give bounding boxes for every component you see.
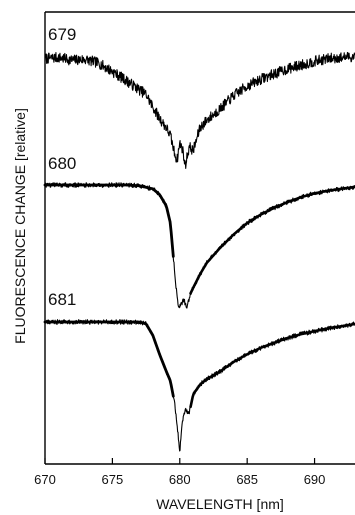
y-axis-title: FLUORESCENCE CHANGE [relative]: [12, 108, 28, 344]
x-tick-label: 685: [236, 472, 258, 487]
series-label-layer: 679 680 681: [48, 25, 76, 309]
fit-line-right-680: [189, 185, 355, 295]
x-axis-title: WAVELENGTH [nm]: [156, 496, 284, 512]
series-label-681: 681: [48, 290, 76, 309]
fit-line-left-680: [43, 183, 175, 258]
series-label-679: 679: [48, 25, 76, 44]
x-tick-label: 680: [169, 472, 191, 487]
series-line-680: [44, 182, 355, 309]
x-tick-label: 670: [34, 472, 56, 487]
x-tick-label: 690: [304, 472, 326, 487]
series-layer: [43, 51, 355, 452]
x-axis-ticks: 670 675 680 685 690: [34, 458, 325, 487]
x-tick-label: 675: [102, 472, 124, 487]
fit-line-right-681: [189, 322, 355, 409]
plot-frame: [44, 11, 355, 465]
series-line-679: [44, 51, 355, 169]
fit-line-left-681: [43, 320, 175, 398]
series-label-680: 680: [48, 154, 76, 173]
